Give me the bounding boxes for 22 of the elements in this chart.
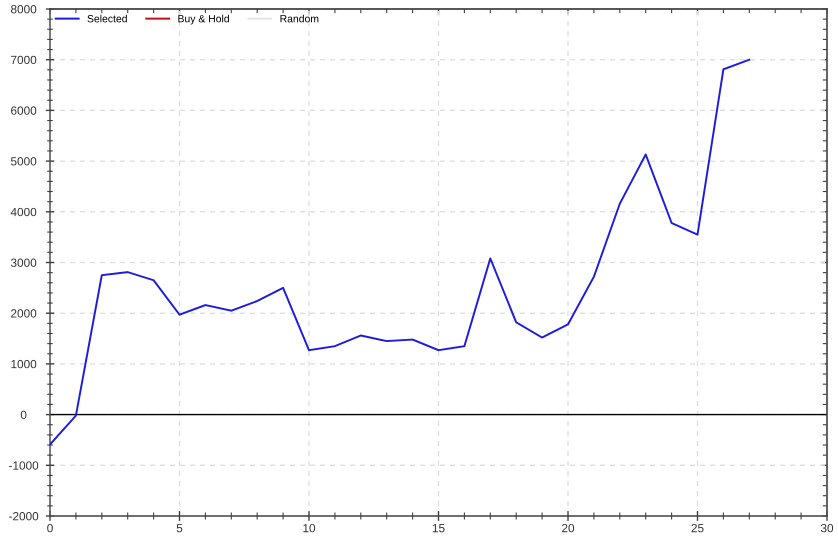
y-tick-label: 1000 bbox=[11, 360, 36, 368]
y-tick-label: 2000 bbox=[11, 309, 36, 318]
x-tick-label: 20 bbox=[562, 524, 574, 532]
x-tick-label: 30 bbox=[820, 524, 834, 532]
x-tick-label: 15 bbox=[432, 524, 445, 532]
y-tick-label: 7000 bbox=[11, 56, 36, 64]
y-tick-label: 4000 bbox=[10, 208, 36, 216]
y-tick-label: 6000 bbox=[11, 106, 36, 115]
legend-label: Random bbox=[280, 14, 318, 22]
y-tick-label: -2000 bbox=[9, 512, 38, 520]
x-tick-label: 10 bbox=[303, 524, 316, 532]
y-tick-label: -1000 bbox=[9, 461, 38, 470]
y-tick-label: 0 bbox=[20, 410, 26, 419]
legend-label: Selected bbox=[87, 14, 127, 22]
x-tick-label: 0 bbox=[47, 524, 53, 532]
legend-label: Buy & Hold bbox=[178, 14, 229, 24]
line-series bbox=[50, 58, 750, 446]
x-tick-label: 25 bbox=[692, 524, 704, 532]
y-tick-label: 3000 bbox=[10, 258, 36, 267]
y-tick-label: 8000 bbox=[10, 5, 36, 14]
x-tick-label: 5 bbox=[176, 524, 182, 532]
y-tick-label: 5000 bbox=[10, 157, 36, 166]
